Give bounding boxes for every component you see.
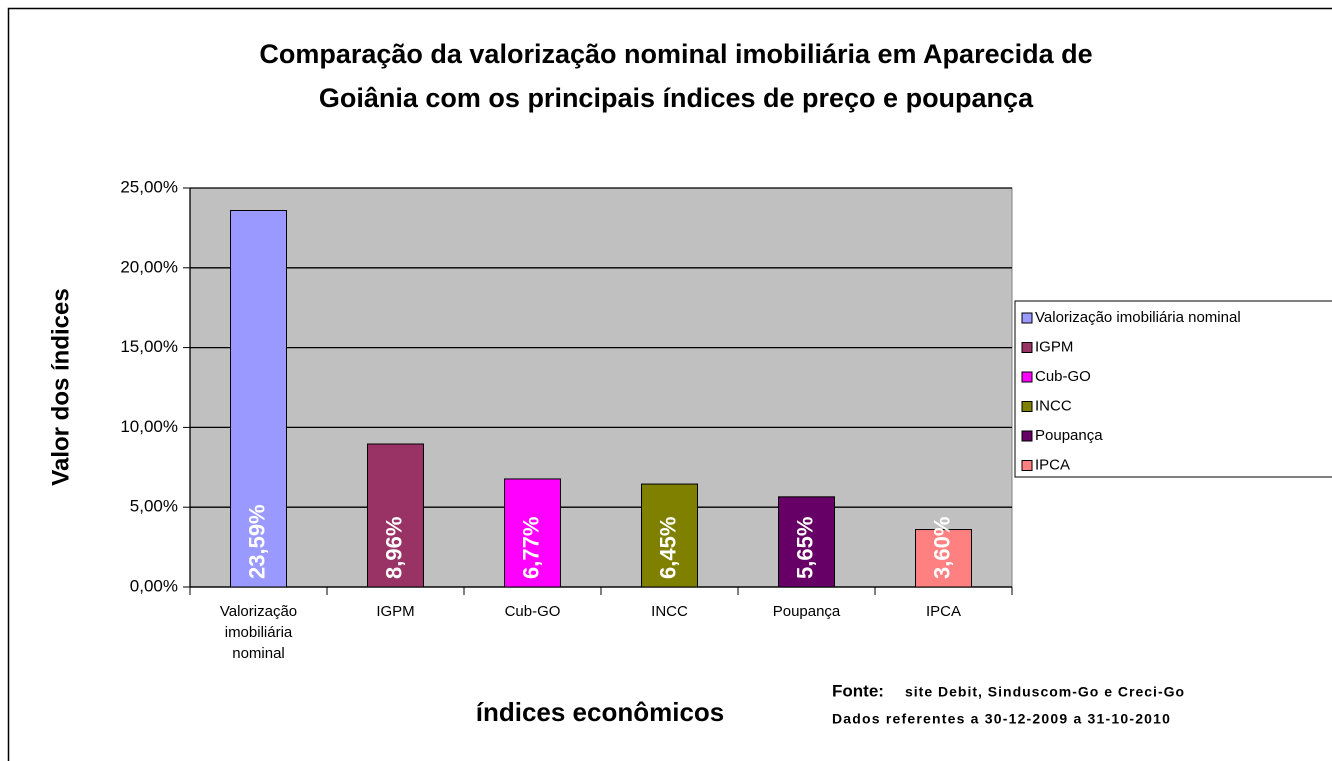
legend-swatch bbox=[1021, 312, 1033, 324]
y-tick-label: 5,00% bbox=[130, 497, 178, 516]
x-tick-label-box: INCC bbox=[651, 603, 688, 620]
value-label: 6,45% bbox=[655, 517, 680, 579]
y-tick-label: 25,00% bbox=[120, 177, 178, 196]
bar bbox=[641, 483, 698, 588]
value-label: 5,65% bbox=[792, 517, 817, 579]
x-tick-label: Poupança bbox=[772, 603, 841, 620]
x-axis-label: índices econômicos bbox=[476, 697, 725, 727]
y-tick-label: 20,00% bbox=[120, 257, 178, 276]
chart-border bbox=[7, 7, 1332, 761]
chart-title: Goiânia com os principais índices de pre… bbox=[319, 83, 1034, 113]
bar bbox=[915, 529, 972, 588]
value-label: 6,77% bbox=[518, 517, 543, 579]
x-tick-label: Valorização imobiliária nominal bbox=[219, 603, 298, 662]
bar bbox=[367, 443, 424, 588]
x-tick-label-box: Cub-GO bbox=[504, 603, 561, 620]
value-label: 23,59% bbox=[244, 504, 269, 579]
legend-label: IGPM bbox=[1035, 338, 1073, 355]
plot-area bbox=[189, 187, 1013, 588]
legend-swatch bbox=[1021, 371, 1033, 383]
y-axis-label: Valor dos índices bbox=[47, 288, 74, 485]
x-tick-label-box: Valorização imobiliária nominal bbox=[219, 603, 298, 662]
x-tick-label: INCC bbox=[651, 603, 688, 620]
y-tick-label: 15,00% bbox=[120, 337, 178, 356]
legend-label: Valorização imobiliária nominal bbox=[1035, 309, 1241, 326]
source-text: site Debit, Sinduscom-Go e Creci-Go bbox=[905, 684, 1185, 700]
source-label: Fonte: bbox=[832, 681, 884, 700]
legend-swatch bbox=[1021, 460, 1033, 471]
legend bbox=[1014, 300, 1332, 478]
x-tick-label-box: Poupança bbox=[772, 603, 841, 620]
bar bbox=[778, 496, 835, 588]
x-tick-label-box: IPCA bbox=[925, 603, 961, 620]
legend-label: Poupança bbox=[1035, 427, 1103, 444]
legend-swatch bbox=[1021, 430, 1033, 442]
x-tick-label-box: IGPM bbox=[376, 603, 415, 620]
legend-swatch bbox=[1021, 342, 1033, 353]
source-text: Dados referentes a 30-12-2009 a 31-10-20… bbox=[832, 711, 1171, 727]
value-label: 8,96% bbox=[381, 517, 406, 579]
legend-label: INCC bbox=[1035, 397, 1072, 414]
x-tick-label: IGPM bbox=[376, 603, 415, 620]
bar bbox=[230, 210, 287, 588]
y-tick-label: 0,00% bbox=[130, 576, 178, 595]
value-label: 3,60% bbox=[929, 517, 954, 579]
y-tick-label: 10,00% bbox=[120, 417, 178, 436]
chart-title: Comparação da valorização nominal imobil… bbox=[259, 39, 1092, 69]
legend-swatch bbox=[1021, 401, 1033, 412]
x-tick-label: Cub-GO bbox=[504, 603, 561, 620]
bar bbox=[504, 478, 561, 588]
legend-label: IPCA bbox=[1035, 456, 1070, 473]
x-tick-label: IPCA bbox=[925, 603, 961, 620]
legend-label: Cub-GO bbox=[1035, 368, 1091, 385]
